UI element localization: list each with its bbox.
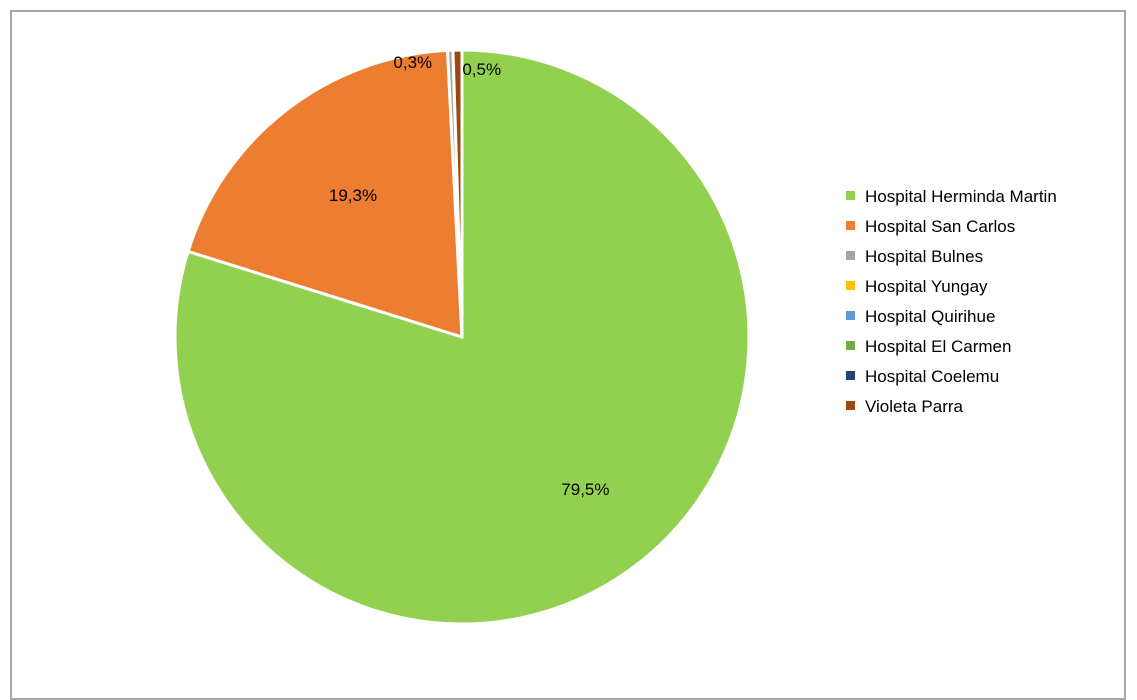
legend-label: Hospital Yungay	[865, 277, 988, 296]
pie-slice-hospital-san-carlos	[186, 48, 464, 339]
pie-slices	[173, 48, 751, 626]
pie-data-labels: 79,5% 19,3% 0,3% 0,5%	[329, 53, 610, 499]
legend-item-san-carlos: Hospital San Carlos	[846, 212, 1057, 242]
legend-swatch	[846, 221, 855, 231]
legend-label: Hospital El Carmen	[865, 337, 1012, 356]
legend-label: Hospital Coelemu	[865, 367, 1000, 386]
legend-item-yungay: Hospital Yungay	[846, 272, 1057, 302]
legend-item-coelemu: Hospital Coelemu	[846, 362, 1057, 392]
legend-swatch	[846, 251, 855, 261]
pie-slice-violeta-parra	[451, 48, 464, 339]
legend-swatch	[846, 281, 855, 291]
legend-item-bulnes: Hospital Bulnes	[846, 242, 1057, 272]
legend-swatch	[846, 401, 855, 411]
legend-label: Hospital Herminda Martin	[865, 187, 1057, 206]
data-label-violeta-parra: 0,5%	[462, 60, 501, 79]
legend-label: Hospital Quirihue	[865, 307, 996, 326]
legend: Hospital Herminda Martin Hospital San Ca…	[846, 182, 1057, 422]
legend-item-herminda-martin: Hospital Herminda Martin	[846, 182, 1057, 212]
legend-item-violeta-parra: Violeta Parra	[846, 392, 1057, 422]
legend-item-quirihue: Hospital Quirihue	[846, 302, 1057, 332]
data-label-hospital-herminda-martin: 79,5%	[561, 480, 609, 499]
legend-swatch	[846, 191, 855, 201]
legend-label: Violeta Parra	[865, 397, 963, 416]
legend-label: Hospital Bulnes	[865, 247, 984, 266]
legend-swatch	[846, 311, 855, 321]
data-label-hospital-bulnes: 0,3%	[393, 53, 432, 72]
legend-swatch	[846, 371, 855, 381]
legend-swatch	[846, 341, 855, 351]
legend-label: Hospital San Carlos	[865, 217, 1016, 236]
legend-item-el-carmen: Hospital El Carmen	[846, 332, 1057, 362]
data-label-hospital-san-carlos: 19,3%	[329, 186, 377, 205]
